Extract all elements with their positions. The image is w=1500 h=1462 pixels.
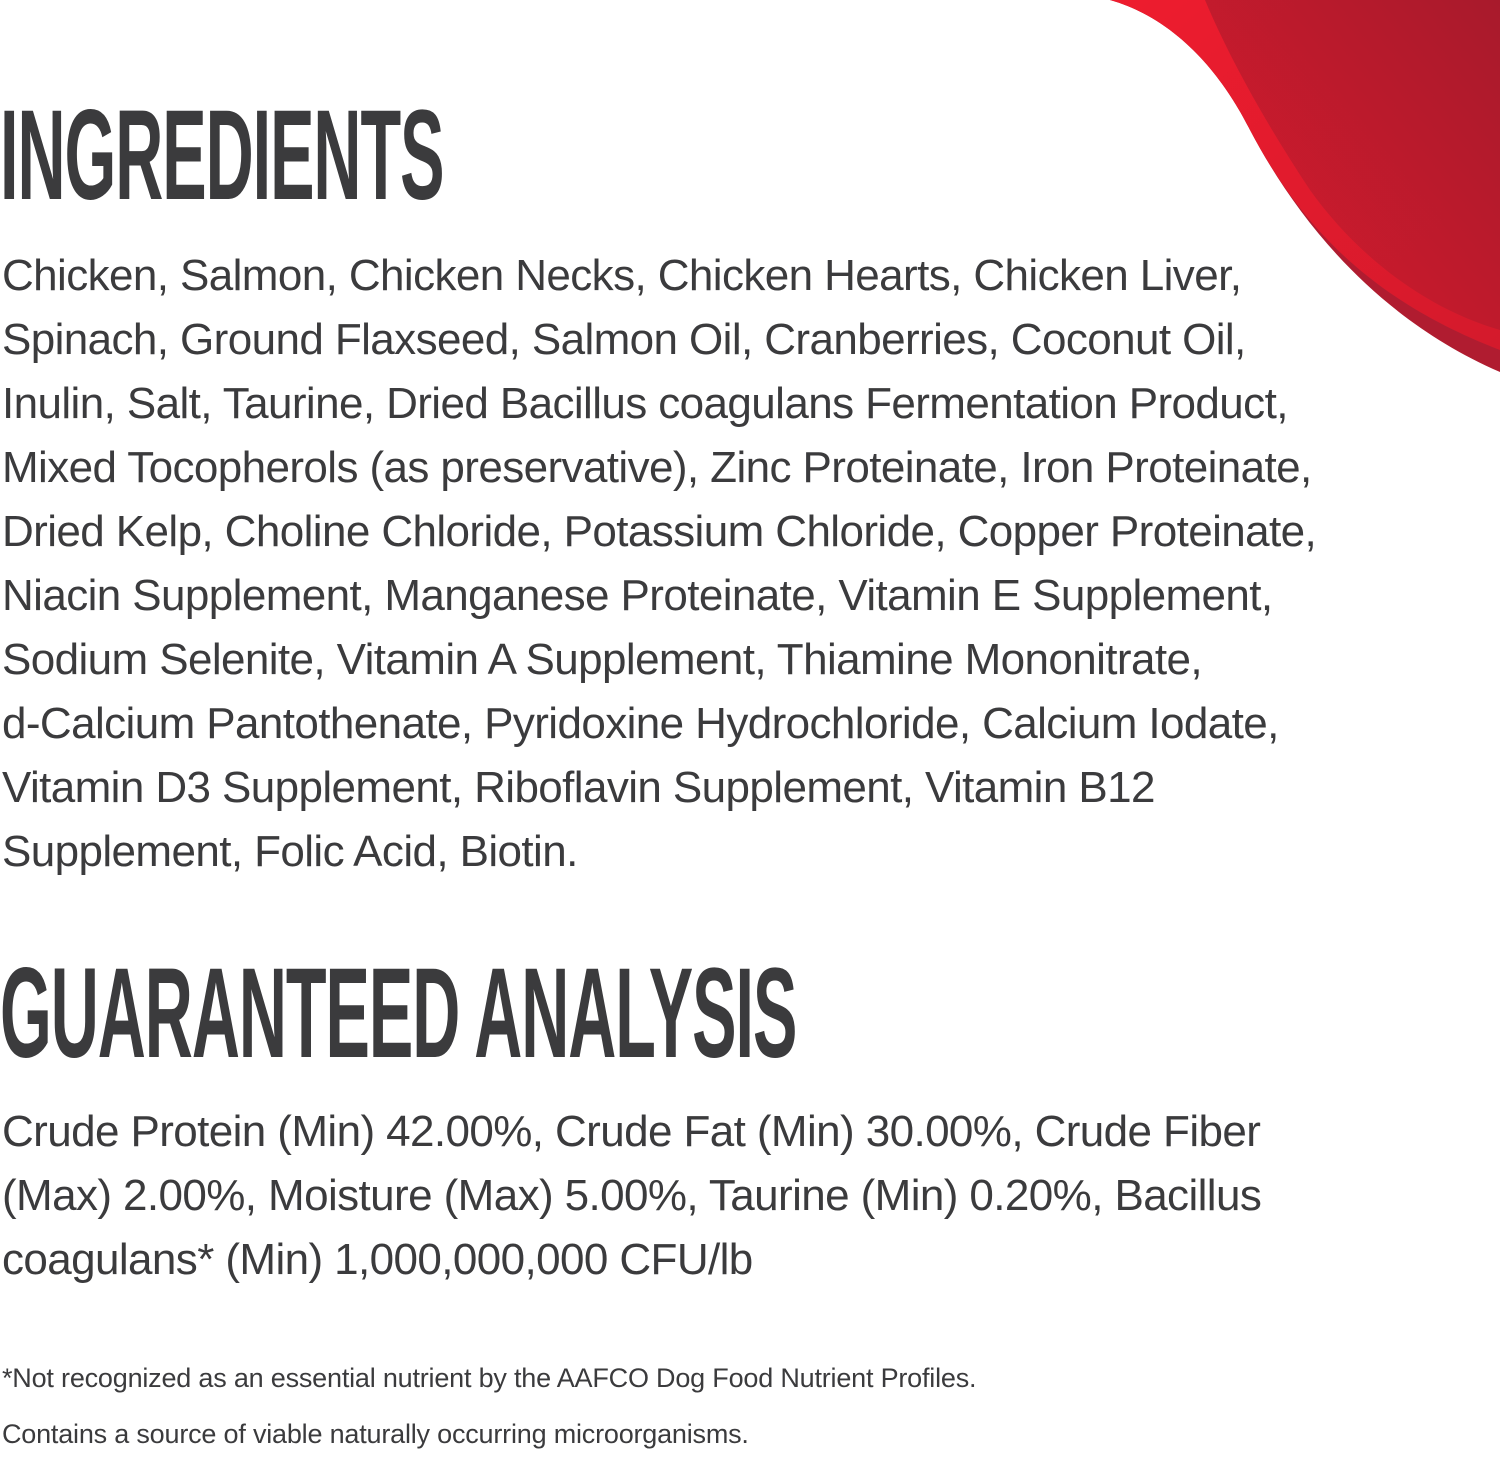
analysis-line: coagulans* (Min) 1,000,000,000 CFU/lb: [2, 1235, 753, 1284]
analysis-line: (Max) 2.00%, Moisture (Max) 5.00%, Tauri…: [2, 1171, 1262, 1220]
ingredients-line: Mixed Tocopherols (as preservative), Zin…: [2, 443, 1312, 492]
ingredients-line: Spinach, Ground Flaxseed, Salmon Oil, Cr…: [2, 315, 1246, 364]
ingredients-line: Chicken, Salmon, Chicken Necks, Chicken …: [2, 251, 1242, 300]
footnotes: *Not recognized as an essential nutrient…: [2, 1350, 977, 1462]
swoosh-inner: [1205, 0, 1500, 330]
ingredients-list: Chicken, Salmon, Chicken Necks, Chicken …: [2, 244, 1317, 884]
ingredients-heading: INGREDIENTS: [0, 84, 444, 227]
red-swoosh-decoration: [1110, 0, 1500, 372]
ingredients-line: Supplement, Folic Acid, Biotin.: [2, 827, 578, 876]
footnote-microorganisms: Contains a source of viable naturally oc…: [2, 1419, 749, 1449]
ingredients-line: d-Calcium Pantothenate, Pyridoxine Hydro…: [2, 699, 1279, 748]
ingredients-line: Vitamin D3 Supplement, Riboflavin Supple…: [2, 763, 1155, 812]
ingredients-line: Niacin Supplement, Manganese Proteinate,…: [2, 571, 1273, 620]
ingredients-line: Sodium Selenite, Vitamin A Supplement, T…: [2, 635, 1203, 684]
analysis-line: Crude Protein (Min) 42.00%, Crude Fat (M…: [2, 1107, 1261, 1156]
footnote-aafco: *Not recognized as an essential nutrient…: [2, 1363, 977, 1393]
guaranteed-analysis-heading: GUARANTEED ANALYSIS: [0, 942, 797, 1085]
ingredients-line: Dried Kelp, Choline Chloride, Potassium …: [2, 507, 1317, 556]
analysis-text: Crude Protein (Min) 42.00%, Crude Fat (M…: [2, 1100, 1262, 1292]
ingredients-line: Inulin, Salt, Taurine, Dried Bacillus co…: [2, 379, 1288, 428]
